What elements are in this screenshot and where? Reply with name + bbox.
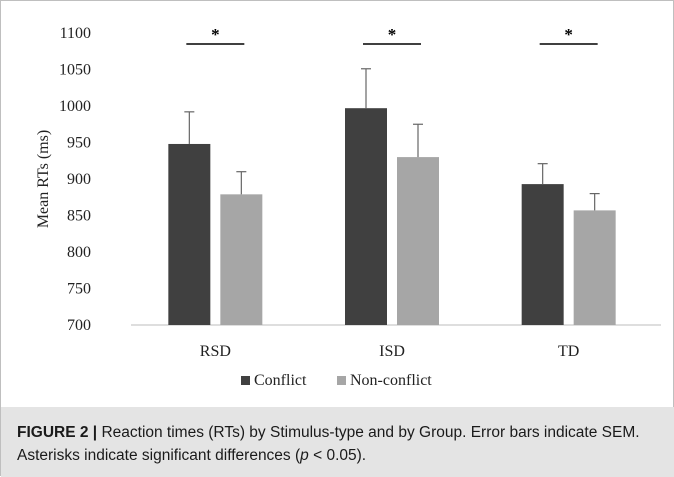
bar-conflict-rsd	[168, 143, 211, 325]
figure-caption: FIGURE 2 | Reaction times (RTs) by Stimu…	[1, 407, 674, 477]
y-tick-label: 1050	[59, 62, 91, 79]
legend: Conflict Non-conflict	[241, 372, 432, 389]
y-axis-ticks: 700 750 800 850 900 950 1000 1050 1100	[59, 25, 91, 334]
y-axis-title: Mean RTs (ms)	[35, 130, 52, 228]
legend-label-conflict: Conflict	[254, 372, 307, 389]
bar-non-conflict-rsd	[220, 194, 263, 325]
bars-group	[168, 68, 616, 325]
y-tick-label: 900	[67, 171, 91, 188]
x-tick-label: ISD	[379, 343, 405, 360]
significance-asterisk: *	[564, 25, 573, 44]
bar-conflict-td	[521, 184, 564, 325]
caption-p-symbol: p	[300, 447, 309, 464]
bar-conflict-isd	[345, 108, 387, 325]
chart-area: Mean RTs (ms) 700 750 800 850 900 950 1000 1050…	[1, 1, 674, 407]
y-tick-label: 700	[67, 317, 91, 334]
x-tick-label: TD	[558, 343, 579, 360]
y-tick-label: 1000	[59, 98, 91, 115]
y-tick-label: 750	[67, 281, 91, 298]
bar-chart: Mean RTs (ms) 700 750 800 850 900 950 1000 1050…	[35, 25, 661, 389]
significance-asterisk: *	[211, 25, 220, 44]
y-tick-label: 800	[67, 244, 91, 261]
legend-swatch-non-conflict	[337, 376, 346, 385]
significance-asterisk: *	[388, 25, 397, 44]
legend-label-non-conflict: Non-conflict	[350, 372, 432, 389]
caption-text: Reaction times (RTs) by Stimulus-type an…	[17, 424, 640, 464]
y-tick-label: 1100	[60, 25, 91, 42]
bar-non-conflict-isd	[397, 157, 439, 325]
x-axis-ticks: RSD ISD TD	[200, 343, 580, 360]
y-tick-label: 950	[67, 135, 91, 152]
x-tick-label: RSD	[200, 343, 231, 360]
significance-markers: * * *	[186, 25, 598, 45]
bar-non-conflict-td	[573, 210, 616, 325]
caption-label: FIGURE 2 |	[17, 424, 98, 441]
legend-swatch-conflict	[241, 376, 250, 385]
y-tick-label: 850	[67, 208, 91, 225]
caption-text-end: < 0.05).	[308, 447, 367, 464]
